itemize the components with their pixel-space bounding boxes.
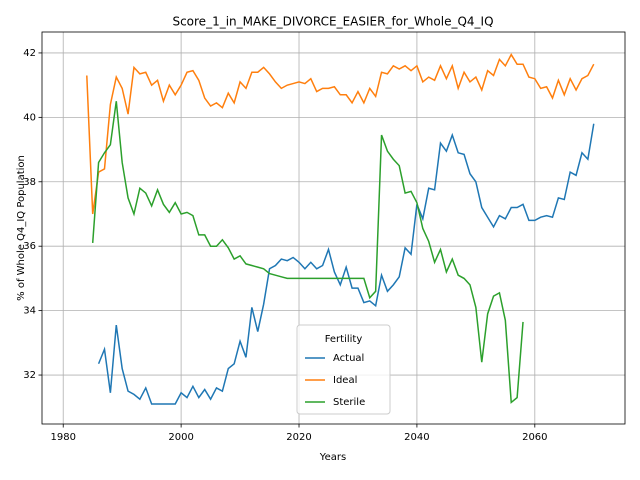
legend-box bbox=[296, 324, 391, 415]
x-tick-label: 2060 bbox=[522, 432, 547, 443]
legend-label: Ideal bbox=[333, 375, 357, 386]
plot-frame bbox=[41, 31, 626, 425]
legend-label: Sterile bbox=[333, 397, 365, 408]
y-tick-label: 42 bbox=[23, 48, 36, 59]
y-tick-label: 38 bbox=[23, 177, 36, 188]
series-line bbox=[91, 101, 524, 404]
legend-label: Actual bbox=[333, 353, 364, 364]
y-tick-label: 40 bbox=[23, 112, 36, 123]
x-tick-label: 1980 bbox=[50, 432, 75, 443]
legend: Fertility Actual Ideal Sterile bbox=[296, 324, 391, 415]
x-tick-label: 2000 bbox=[168, 432, 193, 443]
x-tick-label: 2040 bbox=[404, 432, 429, 443]
y-tick-label: 32 bbox=[23, 370, 36, 381]
chart-title: Score_1_in_MAKE_DIVORCE_EASIER_for_Whole… bbox=[172, 15, 493, 29]
x-tick-label: 2020 bbox=[286, 432, 311, 443]
y-tick-label: 34 bbox=[23, 306, 36, 317]
legend-title: Fertility bbox=[325, 334, 363, 345]
y-tick-label: 36 bbox=[23, 241, 36, 252]
x-axis-label: Years bbox=[319, 452, 346, 463]
series-line bbox=[97, 123, 595, 405]
series-line bbox=[86, 53, 595, 215]
y-axis-label: % of Whole Q4_IQ Population bbox=[16, 155, 27, 301]
